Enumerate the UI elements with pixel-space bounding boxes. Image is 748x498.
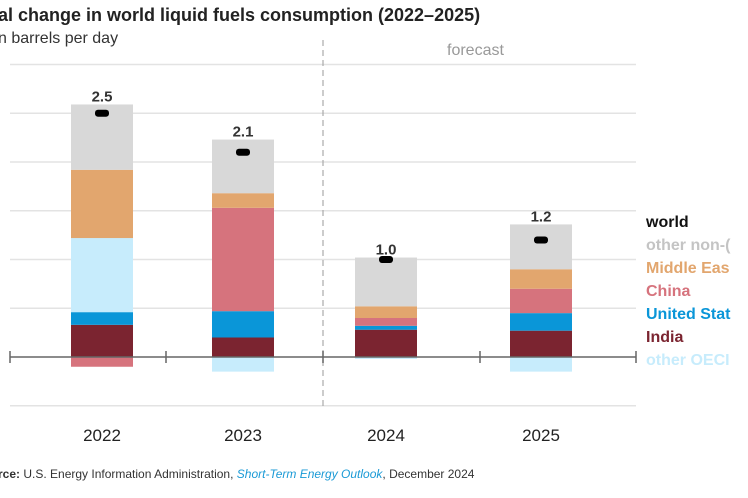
bar-segment-other-oecd-2022 bbox=[71, 238, 133, 313]
world-marker-2022 bbox=[95, 109, 109, 117]
bar-segment-other-non-oecd-2023 bbox=[212, 139, 274, 194]
bar-segment-other-oecd-2023 bbox=[212, 357, 274, 372]
x-tick-label: 2024 bbox=[367, 426, 405, 445]
bar-segment-other-oecd-2025 bbox=[510, 357, 572, 372]
legend-item-china: China bbox=[646, 283, 691, 300]
bar-segment-middle-east-2022 bbox=[71, 169, 133, 239]
bar-segment-other-non-oecd-2024 bbox=[355, 257, 417, 307]
bar-segment-united-states-2025 bbox=[510, 313, 572, 331]
source-prefix: rce: bbox=[0, 467, 21, 481]
bar-segment-india-2023 bbox=[212, 337, 274, 357]
bar-segment-middle-east-2024 bbox=[355, 306, 417, 318]
legend-item-world: world bbox=[646, 214, 689, 231]
world-marker-2023 bbox=[236, 148, 250, 156]
bar-segment-other-oecd-2024 bbox=[355, 357, 417, 359]
legend-item-united-states: United Stat bbox=[646, 306, 731, 323]
bar-segment-india-2025 bbox=[510, 330, 572, 357]
world-value-label: 1.0 bbox=[376, 242, 397, 259]
source-link[interactable]: Short-Term Energy Outlook bbox=[236, 467, 383, 481]
source-note: rce: U.S. Energy Information Administrat… bbox=[0, 467, 474, 481]
world-value-label: 1.2 bbox=[531, 208, 552, 225]
bar-segment-middle-east-2023 bbox=[212, 193, 274, 208]
x-tick-label: 2025 bbox=[522, 426, 560, 445]
x-tick-label: 2023 bbox=[224, 426, 262, 445]
legend-item-middle-east: Middle Eas bbox=[646, 260, 730, 277]
legend-item-other-oecd: other OECI bbox=[646, 352, 730, 369]
legend: world other non-( Middle Eas China United St… bbox=[646, 211, 730, 372]
bar-segment-united-states-2022 bbox=[71, 312, 133, 325]
legend-item-other-non-oecd: other non-( bbox=[646, 237, 731, 254]
source-suffix: , December 2024 bbox=[382, 467, 475, 481]
legend-item-india: India bbox=[646, 329, 684, 346]
x-tick-label: 2022 bbox=[83, 426, 121, 445]
bar-segment-other-non-oecd-2025 bbox=[510, 224, 572, 270]
bar-segment-china-2025 bbox=[510, 288, 572, 314]
y-axis-unit-label: n barrels per day bbox=[0, 30, 119, 47]
forecast-annotation: forecast bbox=[447, 42, 504, 59]
bar-segment-china-2022 bbox=[71, 357, 133, 367]
world-value-label: 2.1 bbox=[233, 124, 254, 141]
bar-segment-middle-east-2025 bbox=[510, 269, 572, 289]
bar-segment-india-2024 bbox=[355, 329, 417, 357]
world-marker-2024 bbox=[379, 256, 393, 263]
bar-segment-united-states-2023 bbox=[212, 311, 274, 338]
bar-segment-united-states-2024 bbox=[355, 325, 417, 330]
world-value-label: 2.5 bbox=[92, 88, 113, 105]
bar-segment-china-2023 bbox=[212, 207, 274, 312]
world-marker-2025 bbox=[534, 236, 548, 244]
bar-segment-china-2024 bbox=[355, 318, 417, 326]
bar-segment-india-2022 bbox=[71, 324, 133, 357]
source-text: U.S. Energy Information Administration, bbox=[20, 467, 237, 481]
chart-title: al change in world liquid fuels consumpt… bbox=[0, 5, 481, 25]
